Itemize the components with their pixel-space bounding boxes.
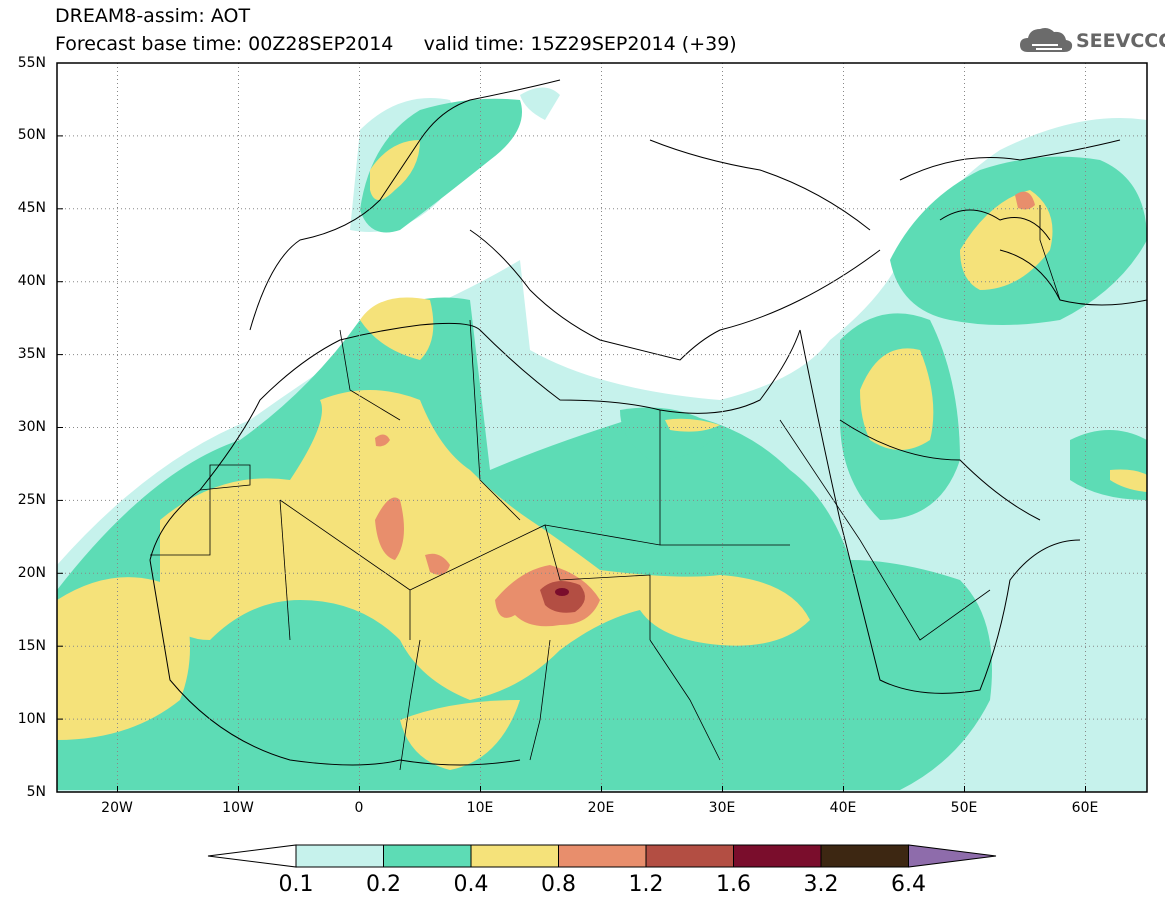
lat-label: 15N (17, 638, 46, 654)
map-title: DREAM8-assim: AOT (55, 5, 251, 27)
lon-label: 60E (1071, 800, 1099, 816)
lat-label: 55N (17, 55, 46, 71)
grid (57, 63, 1147, 792)
lon-label: 10W (222, 800, 254, 816)
colorbar-swatch-4 (558, 844, 647, 868)
coastlines (149, 79, 1147, 766)
colorbar-swatch-1 (295, 844, 384, 868)
colorbar-cap-low (207, 844, 297, 868)
lat-label: 30N (17, 419, 46, 435)
lon-label: 20W (101, 800, 133, 816)
colorbar-label: 6.4 (891, 872, 926, 897)
lon-label: 30E (708, 800, 736, 816)
lon-label: 10E (466, 800, 494, 816)
colorbar-cap-high (908, 844, 997, 868)
lon-label: 0 (354, 800, 364, 816)
colorbar-swatch-3 (470, 844, 559, 868)
colorbar-label: 0.2 (366, 872, 401, 897)
lon-label: 20E (587, 800, 615, 816)
lon-label: 40E (829, 800, 857, 816)
lat-label: 45N (17, 200, 46, 216)
lon-label: 50E (950, 800, 978, 816)
colorbar-swatch-2 (383, 844, 472, 868)
colorbar (207, 844, 997, 868)
colorbar-label: 0.8 (541, 872, 576, 897)
cloud-icon (1020, 28, 1073, 52)
lat-label: 40N (17, 273, 46, 289)
lat-label: 35N (17, 346, 46, 362)
forecast-times: Forecast base time: 00Z28SEP2014 valid t… (55, 33, 737, 55)
lat-label: 10N (17, 711, 46, 727)
aot-contour-1.6 (555, 588, 569, 596)
lat-label: 50N (17, 127, 46, 143)
lat-label: 20N (17, 565, 46, 581)
aot-field (57, 79, 1147, 792)
lat-label: 5N (26, 784, 46, 800)
aot-contour-1.2 (540, 581, 585, 613)
colorbar-label: 1.2 (628, 872, 664, 897)
colorbar-swatch-5 (645, 844, 734, 868)
lat-label: 25N (17, 492, 46, 508)
colorbar-swatch-6 (733, 844, 822, 868)
colorbar-label: 0.4 (453, 872, 489, 897)
colorbar-label: 1.6 (716, 872, 751, 897)
colorbar-label: 0.1 (278, 872, 314, 897)
colorbar-label: 3.2 (803, 872, 839, 897)
colorbar-swatch-7 (820, 844, 909, 868)
axis-ticks (57, 135, 1086, 792)
logo-text: SEEVCCC (1076, 30, 1165, 52)
seevccc-logo: SEEVCCC (1018, 22, 1165, 58)
